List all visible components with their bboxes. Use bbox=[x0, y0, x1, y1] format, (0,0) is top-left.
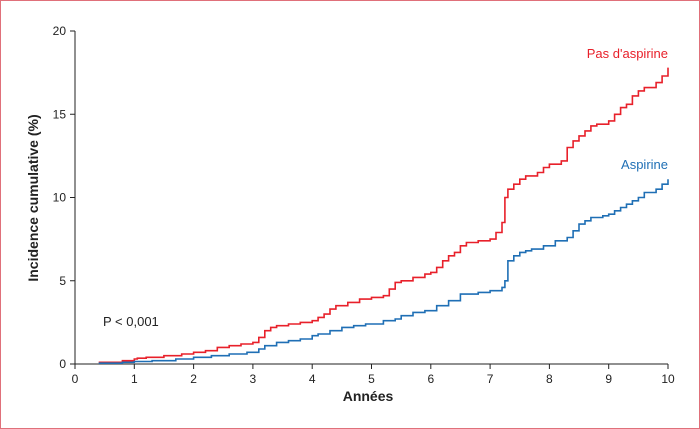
x-tick-label: 1 bbox=[131, 372, 138, 386]
p-value-annotation: P < 0,001 bbox=[103, 314, 159, 329]
series-line-aspirin bbox=[98, 179, 669, 364]
series-label-no-aspirin: Pas d'aspirine bbox=[587, 46, 668, 61]
y-tick-label: 0 bbox=[59, 357, 66, 371]
series-line-no-aspirin bbox=[98, 67, 669, 364]
x-axis-label: Années bbox=[343, 388, 394, 404]
x-tick-label: 0 bbox=[72, 372, 79, 386]
series-label-aspirin: Aspirine bbox=[621, 157, 668, 172]
x-tick-label: 4 bbox=[309, 372, 316, 386]
series-lines bbox=[98, 67, 669, 364]
y-tick-label: 20 bbox=[53, 24, 67, 38]
x-tick-label: 6 bbox=[427, 372, 434, 386]
x-tick-label: 5 bbox=[368, 372, 375, 386]
y-tick-label: 5 bbox=[59, 274, 66, 288]
x-tick-label: 10 bbox=[661, 372, 675, 386]
axes bbox=[74, 31, 668, 365]
y-tick-label: 10 bbox=[53, 191, 67, 205]
x-tick-label: 9 bbox=[605, 372, 612, 386]
y-axis-label: Incidence cumulative (%) bbox=[25, 114, 41, 281]
y-tick-label: 15 bbox=[53, 107, 67, 121]
x-tick-label: 7 bbox=[487, 372, 494, 386]
x-tick-label: 3 bbox=[250, 372, 257, 386]
ticks: 0 1 2 3 4 5 6 7 8 9 10 0 5 10 15 20 bbox=[53, 24, 675, 386]
x-tick-label: 2 bbox=[190, 372, 197, 386]
x-tick-label: 8 bbox=[546, 372, 553, 386]
